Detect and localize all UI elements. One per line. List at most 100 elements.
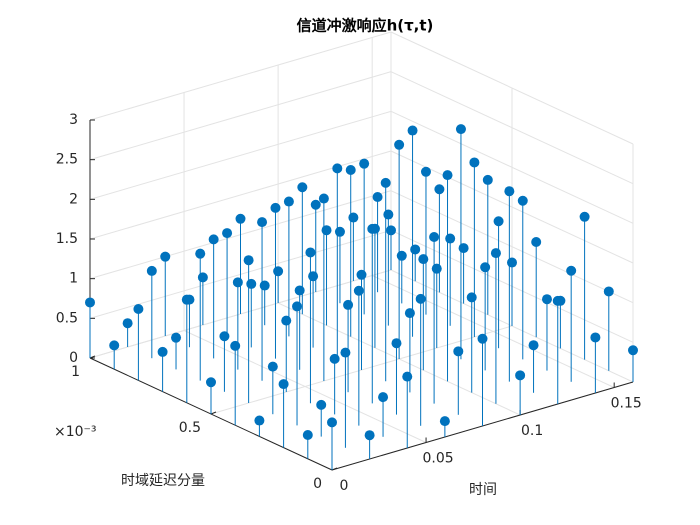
stem-marker <box>297 182 308 193</box>
stem-marker <box>246 278 257 289</box>
stem-marker <box>380 177 391 188</box>
stem-marker <box>394 139 405 150</box>
stem-marker <box>310 199 321 210</box>
stem-marker <box>334 226 345 237</box>
stem-marker <box>356 269 367 280</box>
grid-line <box>390 71 634 185</box>
y-axis-label: 时域延迟分量 <box>121 473 205 489</box>
stem-marker <box>410 244 421 255</box>
chart-title: 信道冲激响应h(τ,t) <box>297 17 434 35</box>
stem-marker <box>469 157 480 168</box>
stem-marker <box>348 212 359 223</box>
stem-marker <box>383 209 394 220</box>
grid-line <box>89 31 392 121</box>
stem-marker <box>321 225 332 236</box>
z-tick-label: 3 <box>69 112 78 128</box>
stem-marker <box>281 315 292 326</box>
stem-marker <box>292 301 303 312</box>
stem-marker <box>157 346 168 357</box>
stem-marker <box>445 233 456 244</box>
grid-line <box>390 150 634 264</box>
stem-marker <box>415 293 426 304</box>
stem-marker <box>208 234 219 245</box>
stem-marker <box>579 211 590 222</box>
stem-marker <box>507 257 517 268</box>
stem-marker <box>305 247 316 258</box>
stem-marker <box>197 272 208 283</box>
stem-marker <box>541 294 552 305</box>
x-axis-label: 时间 <box>469 482 497 498</box>
x-tick-label: 0 <box>340 478 349 494</box>
stem-marker <box>133 304 144 314</box>
stem-marker <box>402 371 413 382</box>
stem-marker <box>566 265 577 276</box>
stem-marker <box>482 174 493 185</box>
stem-marker <box>273 266 284 277</box>
stem-marker <box>267 361 278 372</box>
stem-marker <box>453 346 464 357</box>
stem-marker <box>490 248 501 259</box>
stem-marker <box>283 196 294 207</box>
stem-marker <box>439 416 450 427</box>
stem-marker <box>332 163 343 174</box>
stem-marker <box>195 248 206 259</box>
y-axis-multiplier: ×10⁻³ <box>54 424 97 440</box>
stem-marker <box>367 223 378 234</box>
stem-marker <box>219 331 230 342</box>
stem-marker <box>552 295 563 306</box>
stem-marker <box>254 415 265 426</box>
stem-marker <box>455 124 466 135</box>
stem-marker <box>391 338 402 349</box>
y-tick <box>210 411 217 415</box>
stem-marker <box>230 340 241 351</box>
stem-marker <box>407 125 418 136</box>
stem-marker <box>528 340 539 351</box>
stem-marker <box>278 379 289 390</box>
stem-marker <box>515 370 526 381</box>
stem-marker <box>345 165 356 175</box>
stem-marker <box>171 332 182 343</box>
stem-marker <box>109 340 120 351</box>
stem-marker <box>420 166 431 177</box>
stem-marker <box>590 332 601 343</box>
stem-marker <box>480 262 491 273</box>
stem-marker <box>386 225 396 236</box>
stem-marker <box>372 192 383 202</box>
z-tick-label: 2.5 <box>56 152 78 168</box>
grid-line <box>390 190 634 304</box>
x-tick-label: 0.15 <box>611 396 642 412</box>
stem-marker <box>259 280 270 291</box>
stem-marker <box>434 184 445 195</box>
stem-marker <box>404 308 415 319</box>
stem-marker <box>146 265 157 276</box>
stem-marker <box>243 255 254 266</box>
stem-marker <box>458 243 469 254</box>
y-tick <box>331 467 338 471</box>
stem-marker <box>232 277 243 288</box>
stem-marker <box>343 299 354 310</box>
stem-marker <box>442 170 453 181</box>
z-tick-label: 0 <box>69 350 78 366</box>
stem-marker <box>429 232 440 242</box>
stem-marker <box>257 217 268 228</box>
z-tick-label: 0.5 <box>56 310 78 326</box>
stem-marker <box>477 333 488 344</box>
stem-marker <box>628 345 638 356</box>
stem-marker <box>302 430 313 440</box>
stem-marker <box>359 158 370 169</box>
stem-marker <box>517 195 528 206</box>
grid-line <box>89 110 392 200</box>
grid-line <box>390 110 634 224</box>
stem-marker <box>378 392 389 403</box>
stem-marker <box>206 377 216 388</box>
stem-marker <box>181 294 192 305</box>
stem-marker <box>308 271 319 282</box>
stem-marker <box>329 353 340 364</box>
stem-marker <box>493 216 504 227</box>
stem-marker <box>122 318 133 329</box>
stem-marker <box>294 285 305 296</box>
grid-line <box>390 31 634 145</box>
stem-marker <box>504 186 515 197</box>
stem-marker <box>340 347 351 358</box>
